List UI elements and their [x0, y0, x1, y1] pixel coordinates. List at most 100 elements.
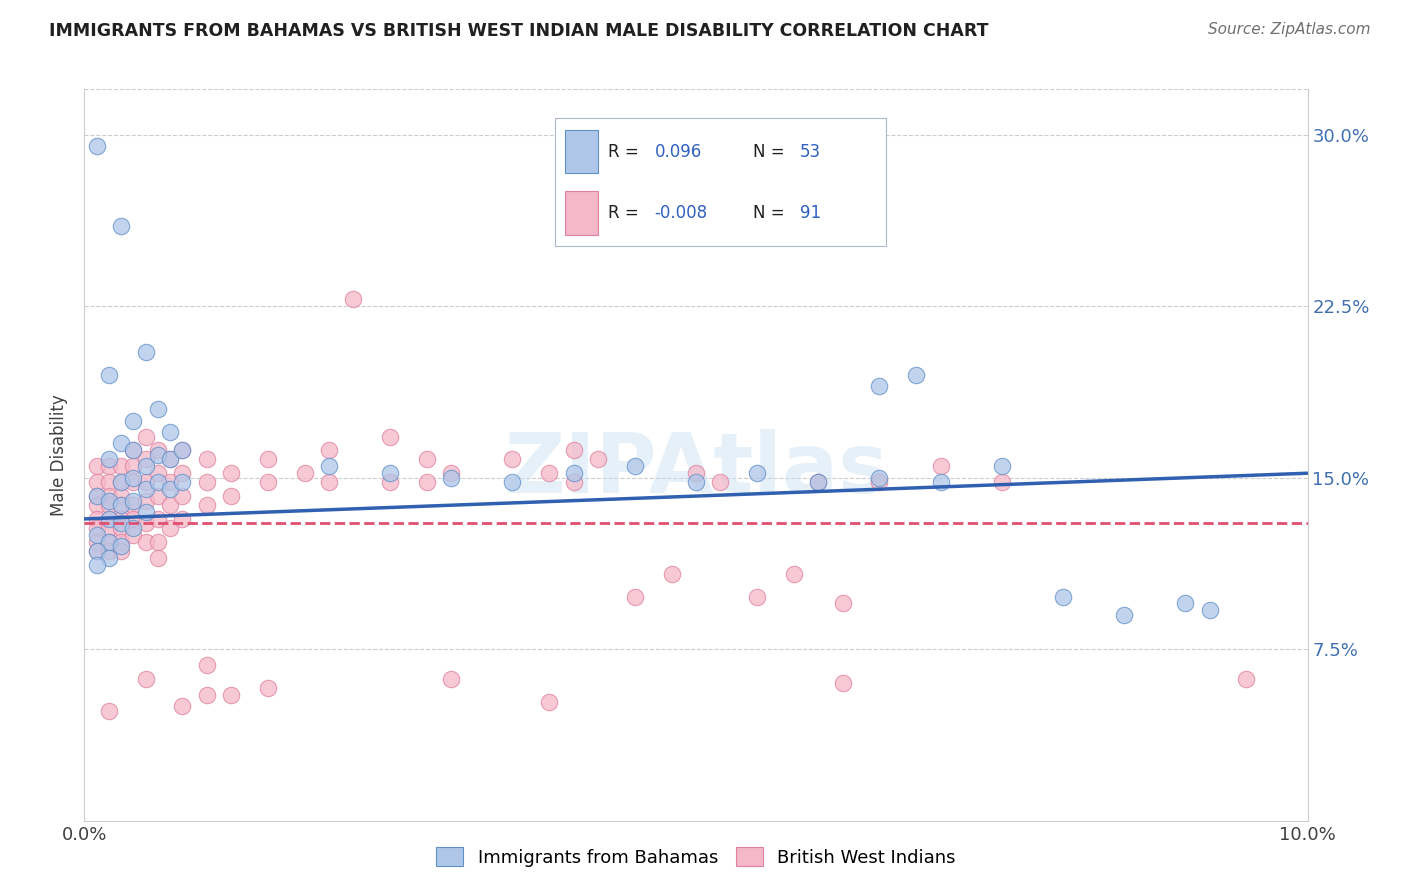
- Point: [257, 452, 280, 467]
- Point: [86, 528, 108, 542]
- Point: [86, 489, 108, 503]
- Point: [624, 196, 647, 211]
- Point: [219, 688, 242, 702]
- Point: [86, 544, 108, 558]
- Point: [869, 379, 891, 393]
- Point: [97, 489, 120, 503]
- Point: [219, 489, 242, 503]
- Point: [294, 467, 316, 481]
- Point: [172, 443, 194, 458]
- Point: [146, 534, 169, 549]
- Point: [97, 512, 120, 526]
- Point: [122, 475, 145, 490]
- Point: [97, 544, 120, 558]
- Point: [146, 443, 169, 458]
- Point: [135, 505, 157, 519]
- Point: [929, 475, 952, 490]
- Point: [86, 512, 108, 526]
- Point: [783, 566, 806, 581]
- Point: [97, 475, 120, 490]
- Point: [342, 293, 364, 307]
- Point: [110, 512, 132, 526]
- Point: [1114, 607, 1136, 622]
- Point: [991, 475, 1014, 490]
- Point: [97, 459, 120, 474]
- Point: [440, 467, 463, 481]
- Point: [318, 459, 340, 474]
- Point: [110, 498, 132, 512]
- Point: [135, 482, 157, 496]
- Point: [146, 467, 169, 481]
- Point: [562, 467, 585, 481]
- Text: Source: ZipAtlas.com: Source: ZipAtlas.com: [1208, 22, 1371, 37]
- Point: [869, 471, 891, 485]
- Point: [159, 452, 181, 467]
- Point: [97, 493, 120, 508]
- Point: [122, 414, 145, 428]
- Point: [146, 512, 169, 526]
- Point: [747, 590, 769, 604]
- Point: [110, 516, 132, 531]
- Point: [807, 475, 830, 490]
- Point: [257, 475, 280, 490]
- Point: [86, 498, 108, 512]
- Point: [86, 521, 108, 535]
- Point: [172, 699, 194, 714]
- Point: [991, 459, 1014, 474]
- Point: [146, 402, 169, 417]
- Point: [195, 475, 218, 490]
- Point: [97, 498, 120, 512]
- Point: [122, 493, 145, 508]
- Point: [110, 475, 132, 490]
- Point: [219, 467, 242, 481]
- Point: [624, 459, 647, 474]
- Point: [538, 695, 561, 709]
- Point: [135, 345, 157, 359]
- Point: [257, 681, 280, 695]
- Point: [172, 489, 194, 503]
- Point: [122, 528, 145, 542]
- Point: [318, 443, 340, 458]
- Point: [146, 489, 169, 503]
- Point: [709, 475, 731, 490]
- Point: [86, 534, 108, 549]
- Point: [122, 443, 145, 458]
- Point: [135, 534, 157, 549]
- Point: [135, 672, 157, 686]
- Point: [86, 544, 108, 558]
- Point: [929, 459, 952, 474]
- Text: IMMIGRANTS FROM BAHAMAS VS BRITISH WEST INDIAN MALE DISABILITY CORRELATION CHART: IMMIGRANTS FROM BAHAMAS VS BRITISH WEST …: [49, 22, 988, 40]
- Point: [97, 550, 120, 565]
- Point: [685, 475, 707, 490]
- Point: [624, 590, 647, 604]
- Point: [831, 676, 853, 690]
- Point: [807, 475, 830, 490]
- Point: [146, 475, 169, 490]
- Point: [110, 489, 132, 503]
- Point: [380, 430, 402, 444]
- Point: [172, 475, 194, 490]
- Point: [562, 475, 585, 490]
- Point: [159, 475, 181, 490]
- Point: [135, 430, 157, 444]
- Point: [195, 452, 218, 467]
- Legend: Immigrants from Bahamas, British West Indians: Immigrants from Bahamas, British West In…: [429, 840, 963, 874]
- Point: [159, 498, 181, 512]
- Point: [122, 471, 145, 485]
- Point: [380, 475, 402, 490]
- Point: [146, 550, 169, 565]
- Point: [905, 368, 928, 382]
- Point: [502, 475, 524, 490]
- Point: [135, 475, 157, 490]
- Point: [86, 558, 108, 572]
- Point: [110, 534, 132, 549]
- Point: [86, 489, 108, 503]
- Point: [110, 436, 132, 450]
- Point: [110, 544, 132, 558]
- Point: [195, 498, 218, 512]
- Point: [416, 475, 439, 490]
- Point: [172, 467, 194, 481]
- Point: [97, 512, 120, 526]
- Point: [380, 467, 402, 481]
- Point: [97, 704, 120, 718]
